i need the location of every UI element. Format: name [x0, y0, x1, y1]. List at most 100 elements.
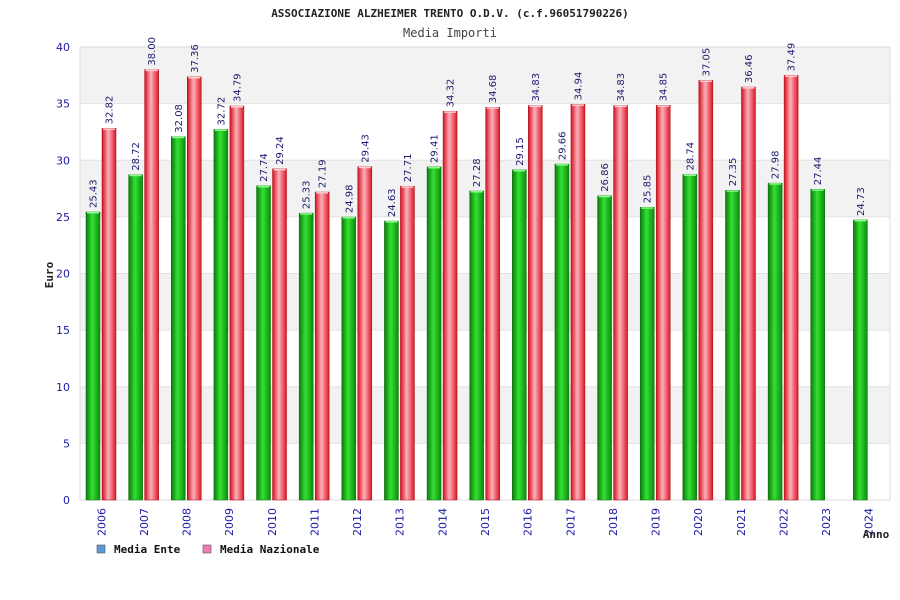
- bar-highlight: [769, 183, 782, 185]
- chart-subtitle: Media Importi: [403, 26, 497, 40]
- data-label: 34.83: [531, 73, 542, 102]
- bar-media-ente-2016: [512, 169, 527, 501]
- x-tick-label: 2009: [223, 508, 236, 536]
- x-tick-label: 2008: [181, 508, 194, 536]
- y-tick-label: 15: [56, 324, 70, 337]
- bar-highlight: [145, 69, 158, 72]
- y-axis-ticks: 0 5 10 15 20 25 30 35 40: [56, 41, 70, 507]
- data-label: 37.05: [701, 48, 712, 77]
- x-tick-label: 2015: [479, 508, 492, 536]
- bar-media-ente-2010: [256, 185, 271, 501]
- legend: Media Ente Media Nazionale: [96, 543, 320, 556]
- bar-highlight: [257, 185, 270, 188]
- x-tick-label: 2023: [820, 508, 833, 536]
- bar-highlight: [614, 105, 627, 108]
- bar-media-nazionale-2011: [314, 191, 330, 501]
- data-label: 27.44: [813, 157, 824, 186]
- bar-media-nazionale-2006: [101, 128, 117, 501]
- data-label: 34.32: [446, 79, 457, 108]
- y-tick-label: 5: [63, 437, 70, 450]
- bar-highlight: [641, 207, 654, 209]
- y-tick-label: 10: [56, 381, 70, 394]
- bar-highlight: [103, 128, 115, 130]
- data-label: 37.36: [190, 44, 201, 73]
- bar-media-ente-2024: [853, 219, 868, 501]
- bar-media-nazionale-2009: [229, 105, 245, 501]
- bar-highlight: [401, 186, 414, 188]
- bar-highlight: [785, 75, 798, 77]
- data-label: 32.72: [216, 97, 227, 126]
- bar-media-ente-2022: [767, 182, 783, 501]
- bar-media-nazionale-2015: [485, 106, 500, 501]
- y-tick-label: 35: [56, 98, 70, 111]
- x-tick-label: 2021: [735, 508, 748, 536]
- x-tick-label: 2006: [95, 508, 108, 536]
- bar-media-ente-2017: [554, 163, 570, 501]
- y-tick-label: 25: [56, 211, 70, 224]
- bar-media-nazionale-2010: [272, 168, 287, 501]
- data-label: 25.33: [302, 180, 313, 209]
- bar-media-ente-2020: [682, 174, 698, 501]
- bar-media-ente-2007: [128, 174, 143, 501]
- bar-media-nazionale-2021: [741, 86, 756, 501]
- data-label: 25.85: [643, 175, 654, 204]
- x-tick-label: 2012: [351, 508, 364, 536]
- data-label: 34.83: [616, 73, 627, 102]
- data-label: 34.85: [659, 73, 670, 102]
- bar-media-ente-2008: [171, 136, 186, 501]
- bar-media-nazionale-2022: [783, 75, 799, 501]
- bar-highlight: [811, 189, 824, 191]
- bar-highlight: [486, 107, 499, 109]
- bar-media-nazionale-2018: [613, 105, 628, 501]
- bar-media-nazionale-2012: [357, 166, 373, 501]
- data-label: 34.94: [573, 72, 584, 101]
- x-tick-label: 2014: [436, 508, 449, 536]
- bar-highlight: [385, 221, 398, 223]
- legend-label-media-nazionale: Media Nazionale: [220, 543, 320, 556]
- data-label: 28.72: [131, 142, 142, 171]
- data-label: 28.74: [685, 142, 696, 171]
- bar-highlight: [358, 166, 371, 169]
- data-label: 36.46: [744, 54, 755, 83]
- x-tick-label: 2018: [607, 508, 620, 536]
- bar-highlight: [683, 174, 696, 177]
- x-tick-label: 2013: [394, 508, 407, 536]
- bar-highlight: [230, 106, 243, 108]
- bar-highlight: [129, 174, 142, 177]
- bar-highlight: [657, 105, 670, 107]
- bar-highlight: [273, 168, 286, 171]
- bar-media-ente-2019: [639, 206, 655, 501]
- y-axis-label: Euro: [43, 261, 56, 288]
- data-label: 26.86: [600, 163, 611, 192]
- bar-media-nazionale-2017: [570, 104, 586, 501]
- bar-highlight: [571, 104, 584, 106]
- bar-media-ente-2011: [298, 212, 314, 501]
- x-tick-label: 2017: [564, 508, 577, 536]
- data-label: 29.15: [515, 137, 526, 166]
- x-axis-ticks: 2006 2007 2008 2009 2010 2011 2012 2013 2014 2015…: [95, 508, 875, 536]
- data-label: 32.08: [174, 104, 185, 133]
- bar-highlight: [444, 111, 457, 113]
- data-label: 27.74: [259, 153, 270, 182]
- data-label: 27.71: [403, 154, 414, 183]
- bar-highlight: [742, 87, 755, 89]
- bar-media-ente-2021: [725, 190, 740, 501]
- bar-media-ente-2009: [213, 129, 229, 501]
- data-label: 24.98: [344, 184, 355, 213]
- bar-highlight: [172, 136, 185, 139]
- data-label: 24.73: [856, 187, 867, 216]
- bar-media-nazionale-2016: [528, 105, 543, 501]
- bar-media-nazionale-2020: [698, 80, 714, 501]
- data-label: 37.49: [787, 43, 798, 72]
- data-label: 25.43: [89, 179, 100, 208]
- bar-highlight: [513, 169, 526, 172]
- bar-media-nazionale-2008: [187, 76, 202, 501]
- y-tick-label: 40: [56, 41, 70, 54]
- data-label: 32.82: [105, 96, 116, 125]
- bar-media-nazionale-2014: [442, 111, 458, 501]
- bar-highlight: [300, 213, 313, 215]
- bar-highlight: [342, 217, 355, 219]
- bar-media-ente-2013: [384, 220, 399, 501]
- bar-media-ente-2014: [426, 166, 442, 501]
